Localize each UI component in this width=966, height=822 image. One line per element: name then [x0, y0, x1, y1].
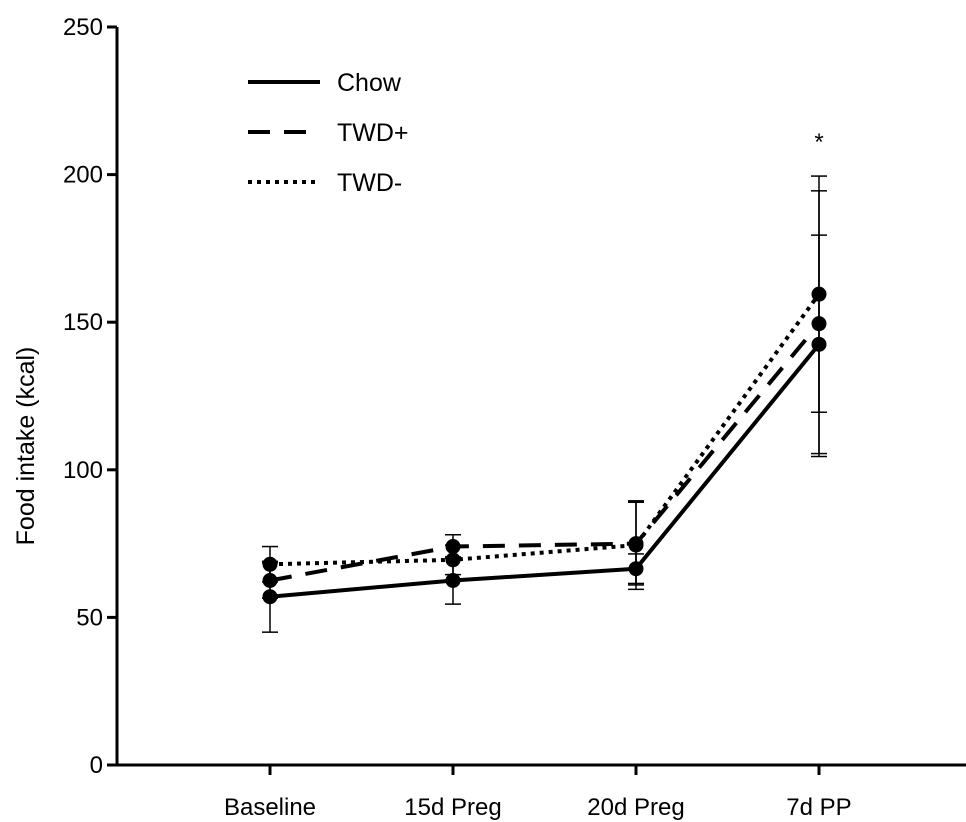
data-point	[628, 537, 644, 553]
axes	[115, 27, 966, 767]
annotations: *	[814, 129, 823, 156]
y-tick-label: 150	[63, 309, 103, 336]
data-point	[811, 286, 827, 302]
y-tick-label: 0	[90, 752, 103, 779]
y-axis-title: Food intake (kcal)	[12, 347, 40, 546]
series-line	[269, 343, 821, 599]
series-line	[269, 322, 821, 583]
x-ticks: Baseline 15d Preg 20d Preg 7d PP	[224, 765, 852, 821]
series-chow	[262, 234, 827, 633]
series-twd-	[262, 175, 827, 591]
legend-label: TWD-	[337, 169, 402, 197]
x-tick-label: 20d Preg	[587, 794, 684, 821]
y-tick-label: 50	[76, 604, 103, 631]
data-point	[445, 573, 461, 588]
y-tick-label: 250	[63, 14, 103, 41]
legend-label: TWD+	[337, 119, 409, 147]
series-line	[269, 292, 821, 567]
y-ticks: 0 50 100 150 200 250	[63, 14, 117, 779]
legend: Chow TWD+ TWD-	[248, 69, 409, 197]
significance-marker: *	[814, 129, 823, 156]
legend-label: Chow	[337, 69, 402, 97]
data-point	[445, 552, 461, 568]
series-twd-	[262, 190, 827, 599]
x-tick-label: 7d PP	[786, 794, 851, 821]
x-tick-label: Baseline	[224, 794, 316, 821]
data-point	[262, 556, 278, 572]
series-layer	[262, 175, 827, 633]
x-tick-label: 15d Preg	[404, 794, 501, 821]
y-tick-label: 200	[63, 162, 103, 189]
y-tick-label: 100	[63, 457, 103, 484]
